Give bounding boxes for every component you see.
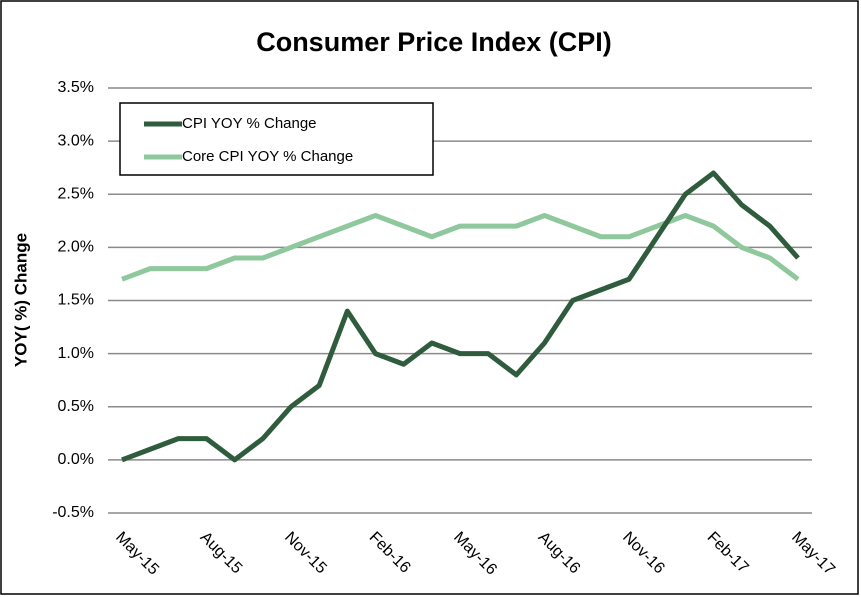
y-axis-label: YOY( %) Change (11, 233, 30, 367)
y-tick-label: 0.0% (58, 451, 94, 468)
legend-label: Core CPI YOY % Change (182, 148, 353, 165)
y-tick-label: -0.5% (52, 504, 94, 521)
y-tick-label: 2.0% (58, 239, 94, 256)
y-tick-label: 3.0% (58, 132, 94, 149)
y-tick-label: 1.0% (58, 345, 94, 362)
legend-box (119, 102, 434, 176)
series-line (121, 170, 800, 463)
chart-title: Consumer Price Index (CPI) (256, 27, 612, 57)
series-line (121, 213, 800, 282)
y-tick-label: 3.5% (58, 79, 94, 96)
legend-label: CPI YOY % Change (182, 115, 317, 132)
y-tick-label: 0.5% (58, 398, 94, 415)
y-tick-label: 2.5% (58, 185, 94, 202)
y-tick-label: 1.5% (58, 292, 94, 309)
